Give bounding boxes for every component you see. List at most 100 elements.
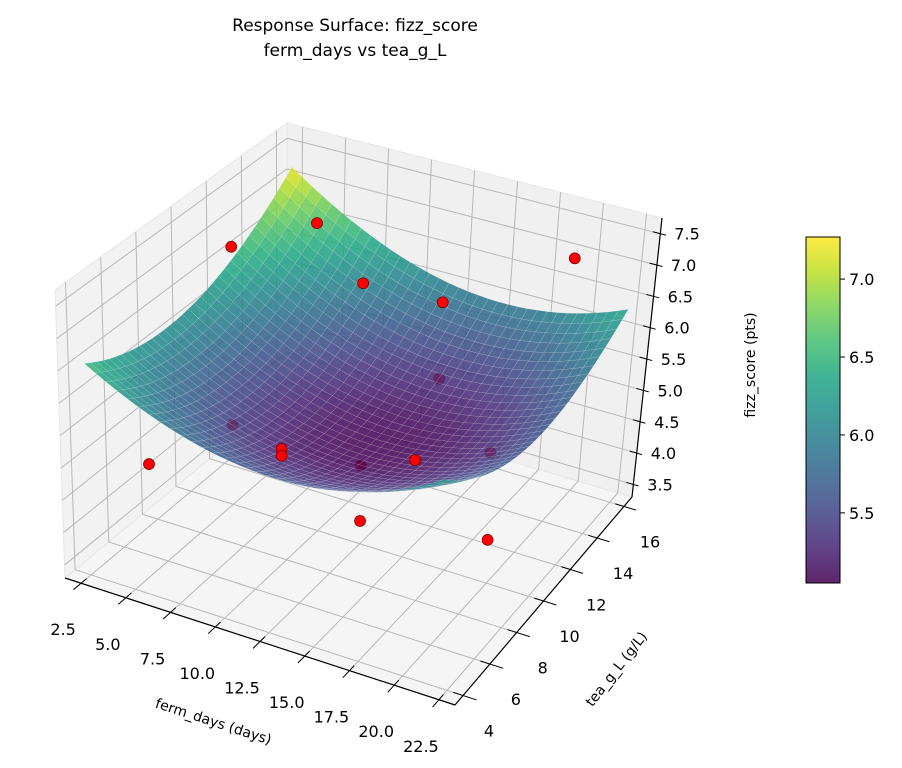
surface-facet	[444, 480, 461, 484]
y-tick	[534, 597, 557, 606]
x-tick	[117, 592, 132, 605]
surface-facet	[560, 389, 578, 400]
x-axis-label: ferm_days (days)	[153, 696, 273, 749]
x-tick-label: 12.5	[224, 679, 260, 698]
grid-line-y	[209, 458, 571, 570]
y-tick	[561, 566, 584, 574]
grid-line-z	[57, 199, 288, 372]
x-tick	[297, 650, 310, 664]
grid-line-x	[617, 214, 648, 493]
x-tick	[432, 694, 444, 708]
surface-facet	[571, 373, 589, 385]
colorbar-tick-label: 6.0	[849, 426, 874, 445]
response-surface	[83, 166, 629, 493]
chart-title: Response Surface: fizz_score	[232, 16, 478, 36]
data-point	[409, 454, 422, 467]
y-tick-label: 4	[484, 722, 494, 741]
x-tick-label: 20.0	[358, 722, 394, 741]
y-tick-label: 10	[559, 627, 579, 646]
colorbar: 5.5 6.0 6.5 7.0	[805, 236, 874, 584]
grid-line-y	[175, 486, 544, 602]
x-tick	[207, 621, 221, 635]
z-tick-label: 4.0	[651, 444, 676, 463]
x-tick	[342, 665, 355, 679]
points-above-surface	[225, 217, 581, 467]
z-tick	[652, 231, 667, 236]
grid-line-z	[286, 198, 654, 297]
colorbar-tick-label: 7.0	[849, 270, 874, 289]
z-tick	[642, 325, 656, 330]
grid-line-y	[108, 541, 491, 665]
data-point	[225, 240, 238, 253]
y-tick	[507, 629, 530, 638]
grid-line-y	[74, 569, 464, 697]
surface-facet	[611, 308, 629, 322]
data-point	[143, 458, 155, 470]
x-tick	[387, 679, 400, 693]
surface-facet	[550, 404, 568, 414]
x-tick	[252, 636, 266, 649]
surface-facet	[534, 423, 551, 433]
y-tick-label: 8	[538, 659, 548, 678]
z-tick	[626, 481, 639, 487]
x-tick-label: 2.5	[50, 620, 75, 639]
z-tick-label: 6.5	[668, 287, 693, 306]
z-tick	[636, 387, 649, 393]
z-tick	[629, 450, 643, 456]
surface-facet	[497, 459, 514, 466]
x-tick-label: 7.5	[140, 649, 165, 668]
z-tick-label: 3.5	[647, 476, 672, 495]
y-tick-label: 14	[613, 564, 633, 583]
grid-line-z	[286, 137, 661, 235]
surface-facet	[566, 381, 584, 392]
data-point	[275, 449, 288, 462]
z-tick-label: 6.0	[664, 319, 689, 338]
surface-facet	[508, 450, 525, 458]
data-point	[311, 217, 323, 229]
x-tick-label: 22.5	[403, 737, 439, 756]
surface-facet	[605, 318, 623, 332]
grid-line-z	[56, 168, 288, 339]
surface-facet	[450, 479, 467, 484]
x-tick	[162, 607, 177, 620]
x-tick	[73, 578, 87, 591]
surface-facet	[577, 365, 595, 376]
data-point	[481, 533, 494, 546]
surface-facet	[512, 445, 531, 454]
y-tick	[588, 534, 610, 543]
surface-facet	[455, 478, 472, 483]
surface-facet	[544, 411, 562, 421]
y-tick-label: 16	[640, 533, 660, 552]
y-tick	[615, 503, 637, 511]
z-tick	[632, 419, 646, 424]
grid-line-z	[55, 137, 288, 307]
colorbar-tick-label: 6.5	[849, 348, 874, 367]
z-tick	[639, 356, 653, 362]
surface-facet	[539, 417, 557, 427]
x-tick-label: 17.5	[314, 708, 350, 727]
y-tick-label: 6	[511, 690, 521, 709]
z-tick-label: 4.5	[654, 413, 679, 432]
z-axis-label: fizz_score (pts)	[743, 312, 759, 417]
x-tick-label: 5.0	[95, 635, 120, 654]
z-axis-line	[631, 217, 663, 498]
y-tick	[453, 691, 477, 701]
z-tick	[649, 262, 663, 267]
z-tick-label: 5.0	[658, 381, 683, 400]
colorbar-tick-label: 5.5	[849, 504, 874, 523]
z-tick-label: 5.5	[661, 350, 686, 369]
z-tick-label: 7.5	[674, 225, 699, 244]
surface-facet	[434, 479, 451, 484]
x-tick-label: 10.0	[179, 664, 215, 683]
z-tick-label: 7.0	[671, 256, 696, 275]
data-point	[354, 515, 366, 527]
surface-facet	[502, 455, 519, 462]
y-tick-label: 12	[586, 596, 606, 615]
chart-subtitle: ferm_days vs tea_g_L	[264, 41, 447, 61]
y-axis-label: tea_g_L (g/L)	[583, 629, 651, 710]
data-point	[436, 296, 449, 309]
surface-facet	[600, 328, 618, 341]
grid-line-y	[142, 513, 517, 633]
grid-line-z	[286, 168, 658, 266]
